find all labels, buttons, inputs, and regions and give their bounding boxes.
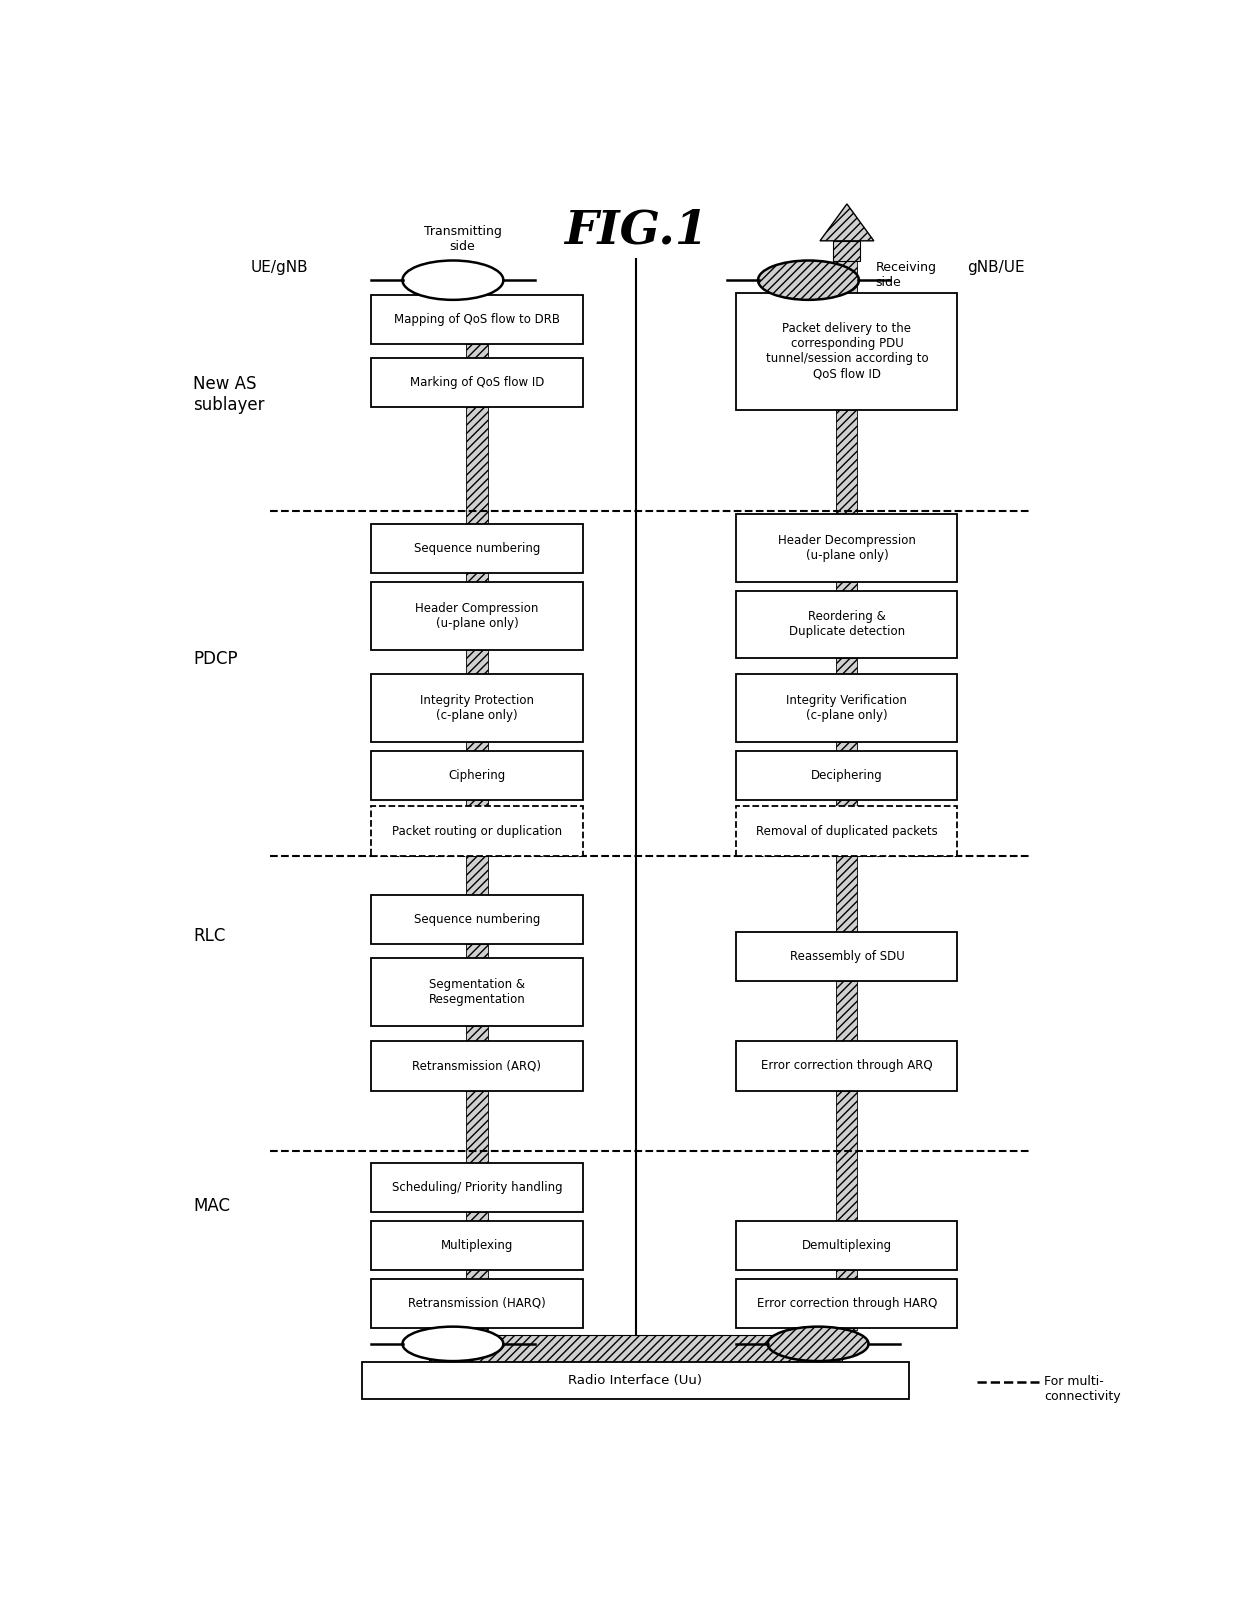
Ellipse shape	[758, 260, 859, 300]
Bar	[371, 751, 583, 800]
Text: Sequence numbering: Sequence numbering	[414, 541, 541, 554]
Bar	[466, 1270, 487, 1279]
Text: Reassembly of SDU: Reassembly of SDU	[790, 950, 904, 963]
Bar	[836, 1327, 858, 1330]
Bar	[737, 933, 957, 981]
Bar	[737, 294, 957, 410]
Text: Deciphering: Deciphering	[811, 770, 883, 783]
Text: Receiving
side: Receiving side	[875, 262, 936, 289]
Bar	[371, 674, 583, 743]
Text: PDCP: PDCP	[193, 650, 238, 668]
Text: Demultiplexing: Demultiplexing	[802, 1239, 892, 1252]
Text: Segmentation &
Resegmentation: Segmentation & Resegmentation	[429, 979, 526, 1006]
Bar	[737, 674, 957, 743]
Text: Header Decompression
(u-plane only): Header Decompression (u-plane only)	[777, 535, 916, 562]
Bar	[836, 800, 858, 806]
Bar	[466, 1091, 487, 1163]
Bar	[466, 1327, 487, 1330]
Ellipse shape	[768, 1327, 868, 1361]
Text: Sequence numbering: Sequence numbering	[414, 913, 541, 926]
Bar	[836, 260, 858, 294]
Text: UE/gNB: UE/gNB	[250, 260, 309, 275]
Text: Transmitting
side: Transmitting side	[424, 225, 501, 252]
Bar	[466, 573, 487, 581]
Bar	[466, 1212, 487, 1220]
Bar	[737, 751, 957, 800]
Text: Mapping of QoS flow to DRB: Mapping of QoS flow to DRB	[394, 313, 560, 326]
Bar	[836, 658, 858, 674]
Bar	[737, 591, 957, 658]
Text: Reordering &
Duplicate detection: Reordering & Duplicate detection	[789, 610, 905, 639]
Bar	[466, 944, 487, 958]
Text: Header Compression
(u-plane only): Header Compression (u-plane only)	[415, 602, 538, 629]
Text: Removal of duplicated packets: Removal of duplicated packets	[756, 824, 937, 837]
Text: Retransmission (ARQ): Retransmission (ARQ)	[413, 1059, 542, 1073]
Text: Packet routing or duplication: Packet routing or duplication	[392, 824, 562, 837]
Bar	[836, 743, 858, 751]
Ellipse shape	[403, 1327, 503, 1361]
Text: Ciphering: Ciphering	[449, 770, 506, 783]
Bar	[371, 295, 583, 343]
Bar	[737, 1279, 957, 1327]
Bar	[466, 800, 487, 806]
Bar	[371, 524, 583, 573]
Bar	[466, 1025, 487, 1041]
Text: Integrity Verification
(c-plane only): Integrity Verification (c-plane only)	[786, 695, 908, 722]
Bar	[737, 1220, 957, 1270]
Bar	[429, 1335, 842, 1362]
Text: Packet delivery to the
corresponding PDU
tunnel/session according to
QoS flow ID: Packet delivery to the corresponding PDU…	[765, 323, 929, 380]
Text: Integrity Protection
(c-plane only): Integrity Protection (c-plane only)	[420, 695, 534, 722]
Text: RLC: RLC	[193, 926, 226, 944]
Bar	[737, 1041, 957, 1091]
Text: Error correction through HARQ: Error correction through HARQ	[756, 1297, 937, 1310]
Bar	[371, 806, 583, 856]
Bar	[371, 581, 583, 650]
Text: Radio Interface (Uu): Radio Interface (Uu)	[568, 1375, 703, 1388]
Bar	[371, 358, 583, 407]
Text: Retransmission (HARQ): Retransmission (HARQ)	[408, 1297, 546, 1310]
Bar	[371, 958, 583, 1025]
Bar	[833, 241, 861, 260]
Text: Multiplexing: Multiplexing	[440, 1239, 513, 1252]
Bar	[466, 343, 487, 358]
Text: For multi-
connectivity: For multi- connectivity	[1044, 1375, 1121, 1404]
Bar	[836, 1091, 858, 1220]
Bar	[466, 743, 487, 751]
Text: Error correction through ARQ: Error correction through ARQ	[761, 1059, 932, 1073]
Bar	[466, 650, 487, 674]
Bar	[737, 514, 957, 581]
Bar	[371, 1163, 583, 1212]
Bar	[836, 856, 858, 933]
Bar	[371, 1041, 583, 1091]
Bar	[737, 806, 957, 856]
Bar	[836, 410, 858, 514]
Text: Marking of QoS flow ID: Marking of QoS flow ID	[409, 375, 544, 388]
Text: FIG.1: FIG.1	[564, 208, 707, 254]
Bar	[836, 981, 858, 1041]
Bar	[371, 1279, 583, 1327]
Bar	[371, 1220, 583, 1270]
Text: gNB/UE: gNB/UE	[967, 260, 1024, 275]
Bar	[836, 581, 858, 591]
Bar	[466, 407, 487, 524]
Bar	[836, 1270, 858, 1279]
Ellipse shape	[403, 260, 503, 300]
Text: New AS
sublayer: New AS sublayer	[193, 375, 265, 414]
Bar	[466, 856, 487, 894]
Text: Scheduling/ Priority handling: Scheduling/ Priority handling	[392, 1182, 562, 1195]
Bar	[371, 894, 583, 944]
Bar	[362, 1362, 909, 1399]
Text: MAC: MAC	[193, 1198, 231, 1215]
Polygon shape	[820, 204, 874, 241]
